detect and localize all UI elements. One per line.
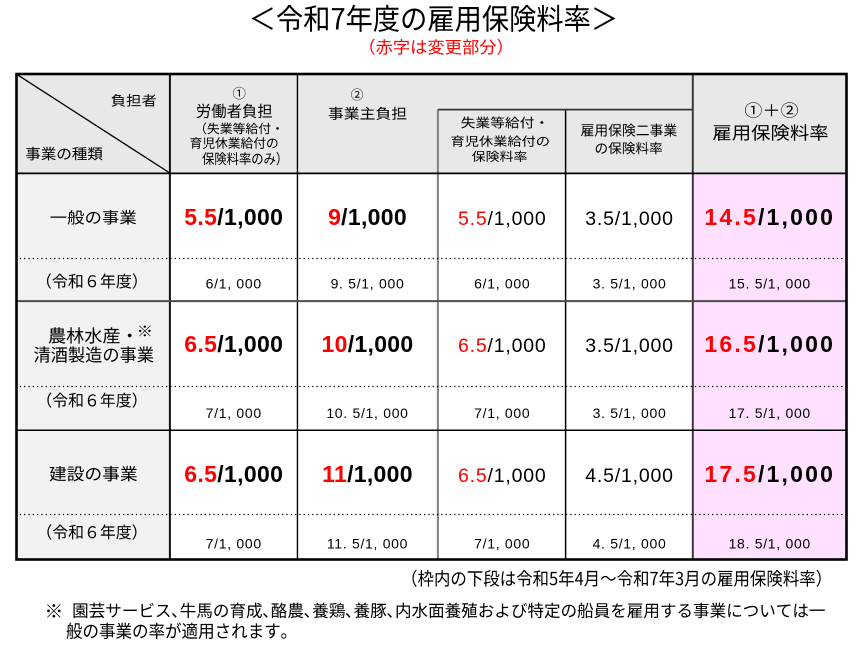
svg-text:18. 5/1, 000: 18. 5/1, 000: [729, 536, 811, 552]
svg-text:4.5/1,000: 4.5/1,000: [585, 465, 674, 487]
svg-text:7/1, 000: 7/1, 000: [474, 536, 530, 552]
svg-text:17. 5/1, 000: 17. 5/1, 000: [729, 405, 811, 421]
svg-text:5.5/1,000: 5.5/1,000: [458, 208, 547, 230]
svg-text:5.5/1,000: 5.5/1,000: [184, 204, 283, 230]
svg-text:6.5/1,000: 6.5/1,000: [184, 461, 283, 487]
svg-text:4. 5/1, 000: 4. 5/1, 000: [593, 536, 667, 552]
svg-text:6.5/1,000: 6.5/1,000: [458, 335, 547, 357]
svg-text:3.5/1,000: 3.5/1,000: [585, 208, 674, 230]
svg-text:7/1, 000: 7/1, 000: [206, 405, 262, 421]
svg-text:14.5/1,000: 14.5/1,000: [704, 204, 835, 230]
svg-text:9. 5/1, 000: 9. 5/1, 000: [331, 275, 405, 291]
svg-text:3.5/1,000: 3.5/1,000: [585, 335, 674, 357]
svg-text:11. 5/1, 000: 11. 5/1, 000: [327, 536, 408, 552]
svg-text:16.5/1,000: 16.5/1,000: [704, 331, 835, 357]
svg-text:6.5/1,000: 6.5/1,000: [458, 465, 547, 487]
svg-text:7/1, 000: 7/1, 000: [206, 536, 262, 552]
svg-text:3. 5/1, 000: 3. 5/1, 000: [593, 275, 667, 291]
svg-text:6.5/1,000: 6.5/1,000: [184, 331, 283, 357]
svg-text:9/1,000: 9/1,000: [328, 204, 407, 230]
svg-text:7/1, 000: 7/1, 000: [474, 405, 530, 421]
svg-text:17.5/1,000: 17.5/1,000: [704, 461, 835, 487]
svg-text:11/1,000: 11/1,000: [322, 461, 413, 487]
svg-text:3. 5/1, 000: 3. 5/1, 000: [593, 405, 667, 421]
svg-text:6/1, 000: 6/1, 000: [206, 275, 262, 291]
svg-text:10. 5/1, 000: 10. 5/1, 000: [326, 405, 408, 421]
svg-text:6/1, 000: 6/1, 000: [474, 275, 530, 291]
svg-text:10/1,000: 10/1,000: [322, 331, 414, 357]
svg-text:15. 5/1, 000: 15. 5/1, 000: [729, 275, 811, 291]
